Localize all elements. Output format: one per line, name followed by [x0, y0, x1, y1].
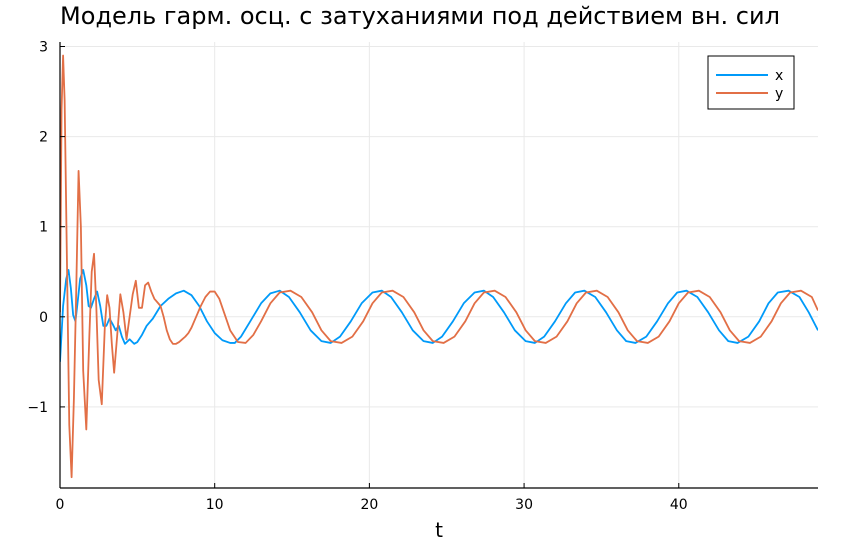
- chart-title: Модель гарм. осц. с затуханиями под дейс…: [60, 2, 780, 30]
- y-tick-label-3: 2: [39, 130, 48, 146]
- legend-label-y: y: [775, 86, 783, 102]
- y-tick-label-0: −1: [27, 400, 48, 416]
- x-tick-label-0: 0: [56, 497, 65, 513]
- x-axis-label: t: [435, 518, 443, 542]
- legend: x y: [707, 55, 795, 110]
- legend-label-x: x: [775, 68, 783, 84]
- x-tick-label-4: 40: [670, 497, 688, 513]
- x-tick-label-2: 20: [360, 497, 378, 513]
- x-tick-label-1: 10: [206, 497, 224, 513]
- series-layer: [60, 54, 818, 479]
- grid: [59, 42, 818, 488]
- axes: [59, 42, 818, 489]
- x-tick-label-3: 30: [515, 497, 533, 513]
- series-line-y: [60, 54, 818, 479]
- series-line-x: [60, 269, 818, 362]
- y-tick-label-2: 1: [39, 220, 48, 236]
- legend-box: [707, 55, 795, 110]
- y-tick-label-1: 0: [39, 310, 48, 326]
- tick-labels: 0 10 20 30 40 −1 0 1 2 3: [27, 40, 687, 513]
- y-tick-label-4: 3: [39, 40, 48, 56]
